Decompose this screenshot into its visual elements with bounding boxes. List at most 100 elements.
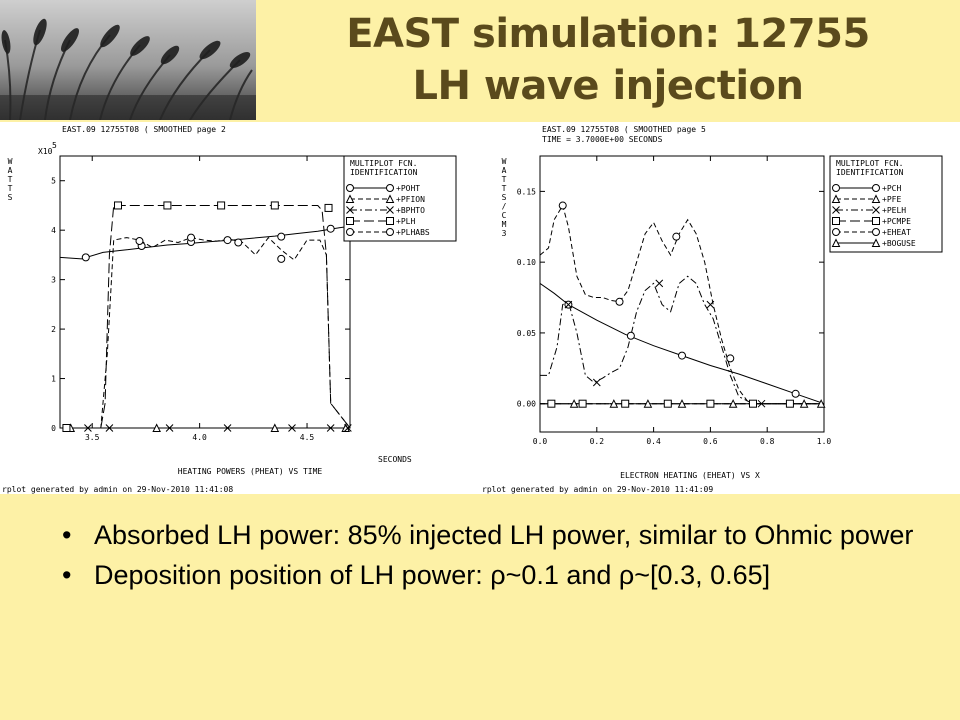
series-marker [663, 399, 672, 408]
legend-title: MULTIPLOT FCN. [350, 159, 417, 168]
legend-swatch-marker [832, 217, 840, 225]
y-tick-label: 0.05 [517, 329, 536, 338]
series-marker [749, 399, 757, 408]
legend-swatch-marker [872, 206, 880, 214]
series-marker [114, 201, 122, 210]
legend-box [829, 155, 943, 253]
legend-swatch-marker [345, 194, 355, 203]
legend-swatch-marker [346, 217, 354, 225]
series-marker [706, 300, 715, 309]
series-marker [223, 236, 232, 245]
series-marker [643, 399, 653, 408]
series-line [60, 225, 350, 260]
x-tick-label: 3.5 [85, 433, 100, 442]
bullet-list: • Absorbed LH power: 85% injected LH pow… [62, 520, 922, 600]
legend-label: +PLHABS [396, 228, 430, 237]
y-axis-label-char: A [8, 166, 13, 175]
legend-label: +PLH [396, 217, 415, 226]
series-marker [626, 331, 635, 340]
series-marker [558, 201, 567, 210]
series-marker [791, 389, 800, 398]
series-marker [81, 253, 90, 262]
legend-swatch-marker [386, 228, 394, 236]
chart-subheader: TIME = 3.7000E+00 SECONDS [542, 135, 663, 144]
y-tick-label: 1 [51, 375, 56, 384]
series-marker [326, 424, 335, 432]
series-marker [757, 399, 766, 408]
axis-multiplier: X10 [38, 147, 53, 156]
series-layer [60, 205, 350, 428]
x-axis-label: SECONDS [378, 455, 412, 464]
bullet-text: Absorbed LH power: 85% injected LH power… [94, 520, 914, 550]
heating-powers-chart: EAST.09 12755T08 ( SMOOTHED page 2X105WA… [2, 125, 457, 494]
legend-swatch-marker [832, 184, 840, 192]
legend-label: +BOGUSE [882, 239, 916, 248]
series-marker [152, 423, 161, 432]
chart-caption: HEATING POWERS (PHEAT) VS TIME [178, 467, 323, 476]
y-axis-label-char: W [8, 157, 13, 166]
legend: MULTIPLOT FCN.IDENTIFICATION +POHT +PFION +… [343, 155, 457, 242]
plot-frame [59, 155, 351, 429]
series-marker [678, 351, 686, 360]
series-marker [547, 399, 556, 408]
chart-caption: ELECTRON HEATING (EHEAT) VS X [620, 471, 760, 480]
x-tick-label: 4.5 [300, 433, 315, 442]
series-marker [799, 399, 809, 408]
series-marker [270, 201, 279, 210]
y-axis-label-char: T [8, 184, 13, 193]
y-axis-label-char: C [502, 211, 507, 220]
series-marker [564, 300, 573, 309]
series-marker [343, 424, 352, 432]
legend-label: +PFE [882, 195, 901, 204]
y-axis-label-char: T [502, 175, 507, 184]
y-axis-label-char: W [502, 157, 507, 166]
legend-swatch-marker [872, 184, 880, 192]
y-tick-label: 2 [51, 325, 56, 334]
y-tick-label: 0.15 [517, 187, 536, 196]
series-marker [223, 424, 232, 432]
series-layer [540, 204, 824, 405]
series-line [60, 236, 350, 428]
legend-label: +POHT [396, 184, 420, 193]
legend: MULTIPLOT FCN.IDENTIFICATION +PCH +PFE +PEL… [829, 155, 943, 253]
series-marker [62, 424, 71, 432]
legend-swatch-marker [386, 184, 394, 192]
legend-label: +PCH [882, 184, 901, 193]
y-tick-label: 3 [51, 276, 56, 285]
series-marker [569, 399, 579, 408]
series-marker [163, 201, 172, 210]
series-marker [84, 424, 92, 432]
bullet-item: • Absorbed LH power: 85% injected LH pow… [62, 520, 922, 550]
x-tick-label: 4.0 [192, 433, 207, 442]
legend-label: +BPHTO [396, 206, 425, 215]
bullet-item: • Deposition position of LH power: ρ~0.1… [62, 560, 922, 590]
series-marker [277, 254, 286, 263]
legend-swatch-marker [831, 238, 841, 247]
legend-swatch-marker [832, 228, 840, 236]
legend-title: IDENTIFICATION [836, 168, 904, 177]
legend-swatch-marker [385, 194, 395, 203]
plot-frame [539, 155, 825, 433]
series-marker [728, 399, 738, 408]
y-axis-label-char: T [502, 184, 507, 193]
marker-layer [547, 201, 826, 408]
y-tick-label: 0.10 [517, 258, 536, 267]
series-marker [288, 424, 296, 432]
series-marker [105, 424, 114, 432]
legend-swatch-marker [871, 238, 881, 247]
series-marker [621, 399, 630, 408]
series-marker [270, 423, 280, 432]
y-axis-label-char: S [8, 193, 13, 202]
legend-swatch-marker [386, 206, 394, 214]
legend-swatch-marker [346, 228, 354, 236]
series-marker [324, 203, 333, 212]
legend-swatch-marker [871, 194, 881, 203]
y-axis-label-char: / [502, 202, 507, 211]
y-axis-label-char: A [502, 166, 507, 175]
y-axis-label-char: 3 [502, 229, 507, 238]
x-tick-label: 0.8 [760, 437, 775, 446]
bullet-dot: • [62, 560, 72, 590]
legend-label: +EHEAT [882, 228, 911, 237]
series-marker [135, 237, 144, 246]
series-marker [217, 201, 226, 210]
